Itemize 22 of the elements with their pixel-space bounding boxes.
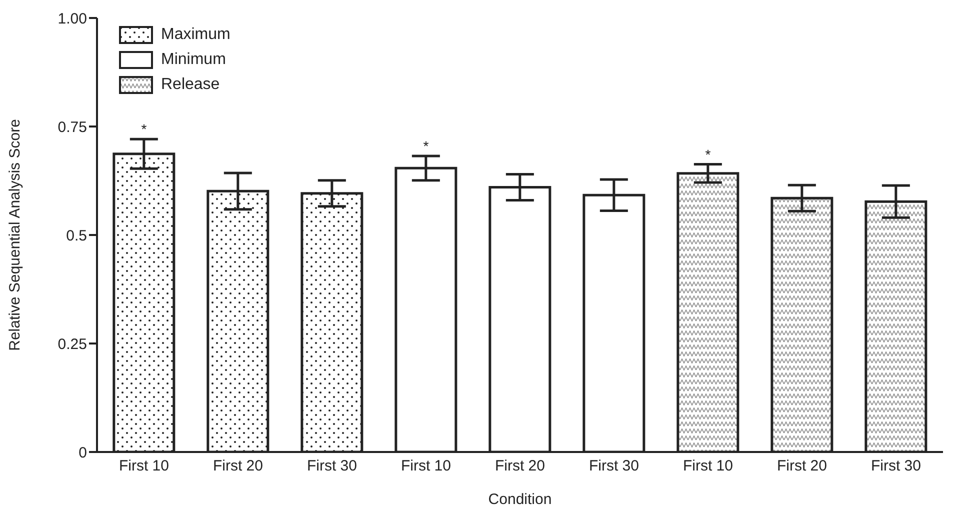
x-tick-label: First 20 [212,458,264,475]
data-label: * [705,146,712,162]
x-tick-label: First 10 [118,458,170,475]
data-label: * [423,138,430,154]
x-tick-label: First 20 [494,458,546,475]
y-tick-label: 0.75 [58,118,87,136]
x-tick-label: First 10 [400,458,452,475]
x-tick-label: First 30 [588,458,640,475]
y-tick-label: 0.25 [58,336,87,353]
x-tick-label: First 30 [870,458,922,475]
x-tick-label: First 20 [776,458,828,475]
y-tick-label: 0.5 [66,227,87,244]
legend-label: Release [161,76,220,94]
x-tick-label: First 10 [682,458,734,475]
x-axis-title: Condition [488,491,552,508]
data-label: * [141,121,148,138]
x-tick-label: First 30 [306,458,358,475]
y-tick-label: 0 [78,444,87,462]
y-axis-title: Relative Sequential Analysis Score [6,119,24,351]
legend-label: Maximum [161,26,230,44]
legend-label: Minimum [161,50,226,68]
y-tick-label: 1.00 [58,10,87,28]
